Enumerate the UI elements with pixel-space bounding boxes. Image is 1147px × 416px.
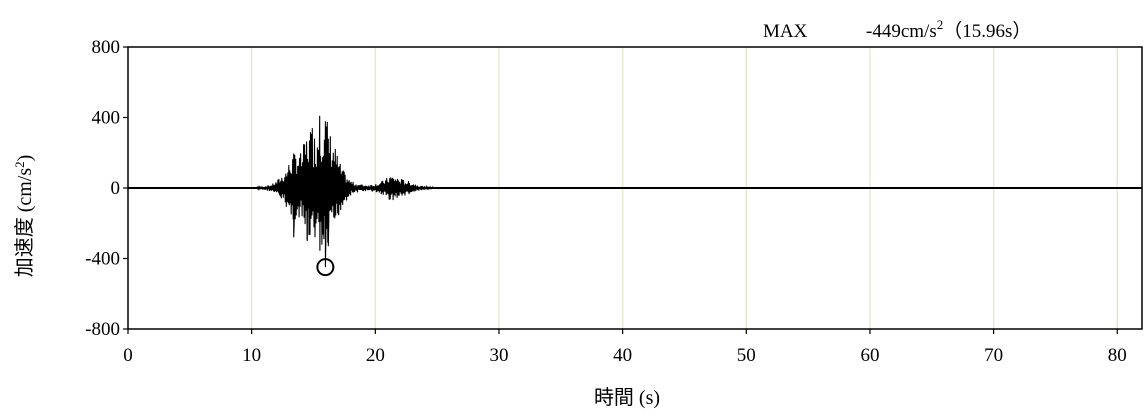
x-tick-label: 30: [489, 345, 508, 366]
y-axis-title-end: ): [14, 155, 36, 162]
x-tick-label: 10: [242, 345, 261, 366]
x-tick-label: 50: [737, 345, 756, 366]
y-tick-label: -800: [85, 319, 120, 340]
x-tick-label: 20: [366, 345, 385, 366]
max-time: （15.96s）: [943, 20, 1031, 42]
y-axis-title-main: 加速度 (cm/s: [13, 168, 36, 278]
x-tick-label: 40: [613, 345, 632, 366]
x-axis-title: 時間 (s): [594, 386, 660, 409]
x-tick-label: 0: [123, 345, 133, 366]
y-tick-label: -400: [85, 249, 120, 270]
y-axis-title: 加速度 (cm/s2): [12, 155, 36, 278]
x-axis-ticks: 0 10 20 30 40 50 60 70 80: [123, 329, 1127, 366]
max-value-sup: 2: [937, 17, 944, 32]
x-tick-label: 70: [984, 345, 1003, 366]
max-value-marker: [316, 258, 335, 277]
max-label: MAX: [763, 21, 808, 42]
y-tick-label: 800: [92, 37, 121, 58]
y-tick-label: 0: [111, 178, 121, 199]
y-axis-ticks: 800 400 0 -400 -800: [85, 37, 128, 340]
x-tick-label: 60: [860, 345, 879, 366]
y-tick-label: 400: [92, 108, 121, 129]
y-axis-title-sup: 2: [12, 161, 27, 168]
max-value-text: -449cm/s2（15.96s）: [866, 17, 1031, 42]
max-value: -449cm/s: [866, 21, 937, 42]
x-tick-label: 80: [1108, 345, 1127, 366]
acceleration-series-line: [128, 115, 1142, 268]
